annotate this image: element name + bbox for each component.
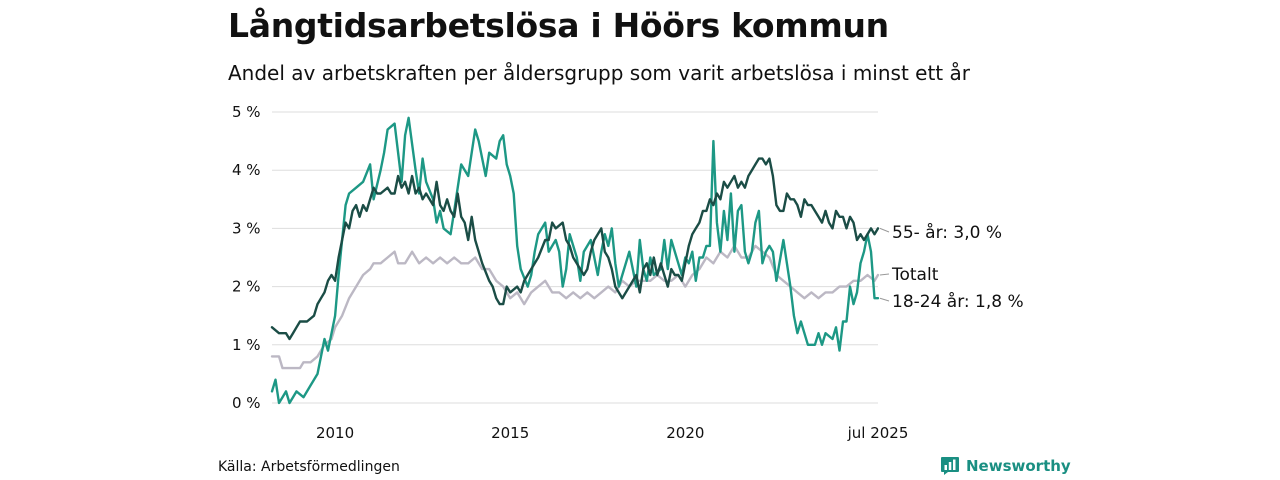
end-label-connector <box>879 227 890 233</box>
x-tick-label: 2020 <box>666 424 704 442</box>
end-label-age18_24: 18-24 år: 1,8 % <box>892 291 1024 312</box>
series-line-age55 <box>270 157 880 341</box>
end-label-total: Totalt <box>891 265 939 285</box>
series-lines <box>270 116 880 405</box>
grid-lines <box>272 111 878 404</box>
series-line-age18_24 <box>270 116 880 405</box>
y-tick-label: 5 % <box>232 103 261 121</box>
end-label-age55: 55- år: 3,0 % <box>892 222 1002 243</box>
bar-chart-speech-icon <box>941 457 959 475</box>
x-axis-ticks: 2010 2015 2020 jul 2025 <box>316 424 908 442</box>
x-tick-label: jul 2025 <box>847 424 909 442</box>
y-tick-label: 3 % <box>232 219 261 237</box>
y-tick-label: 1 % <box>232 336 261 354</box>
source-note: Källa: Arbetsförmedlingen <box>218 459 400 475</box>
y-tick-label: 4 % <box>232 161 261 179</box>
y-tick-label: 0 % <box>232 394 261 412</box>
end-labels: Totalt 18-24 år: 1,8 % 55- år: 3,0 % <box>879 222 1024 312</box>
x-tick-label: 2015 <box>491 424 529 442</box>
brand-logo: Newsworthy <box>940 456 1071 476</box>
chart-subtitle: Andel av arbetskraften per åldersgrupp s… <box>228 61 970 85</box>
brand-name: Newsworthy <box>966 457 1071 475</box>
y-tick-label: 2 % <box>232 278 261 296</box>
end-label-connector <box>879 273 890 276</box>
y-axis-ticks: 0 % 1 % 2 % 3 % 4 % 5 % <box>232 103 261 412</box>
end-label-connector <box>879 297 890 302</box>
x-tick-label: 2010 <box>316 424 354 442</box>
chart-title: Långtidsarbetslösa i Höörs kommun <box>228 6 889 45</box>
